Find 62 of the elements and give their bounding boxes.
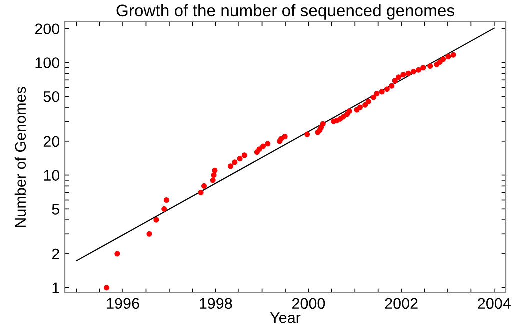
point: [104, 285, 110, 291]
y-tick-label: 50: [44, 91, 60, 102]
point: [346, 108, 352, 114]
point: [340, 114, 346, 120]
point: [265, 141, 271, 147]
point: [374, 90, 380, 97]
y-tick-label: 20: [44, 136, 60, 148]
point: [446, 54, 452, 60]
point: [260, 144, 266, 150]
point: [201, 183, 208, 189]
point: [232, 160, 238, 166]
point: [237, 156, 243, 162]
point: [228, 164, 234, 170]
y-tick-label: 100: [36, 58, 60, 68]
point: [410, 69, 416, 75]
point: [428, 63, 434, 70]
y-axis-title: Number of Genomes: [14, 87, 26, 228]
point: [162, 206, 168, 212]
x-tick-label: 1996: [107, 298, 140, 310]
point: [384, 86, 390, 92]
point: [406, 70, 412, 76]
x-tick-label: 2002: [385, 298, 418, 310]
point: [304, 132, 310, 138]
point: [282, 134, 288, 140]
x-axis-title: Year: [270, 312, 301, 324]
point: [400, 72, 406, 78]
point: [256, 146, 262, 152]
point: [154, 217, 160, 223]
point: [420, 65, 426, 71]
point: [416, 67, 422, 73]
point: [320, 121, 326, 127]
y-tick-label: 5: [52, 204, 60, 215]
point: [278, 136, 284, 142]
point: [434, 62, 440, 68]
point: [392, 78, 398, 84]
point: [366, 98, 372, 105]
point: [210, 178, 216, 184]
point: [440, 56, 446, 62]
point: [389, 83, 395, 89]
chart-title: Growth of the number of sequenced genomes: [116, 4, 454, 20]
point: [318, 124, 324, 130]
point: [437, 59, 443, 66]
point: [379, 89, 385, 95]
point: [370, 94, 376, 100]
y-tick-label: 2: [52, 248, 60, 260]
point: [212, 168, 218, 174]
y-tick-label: 10: [44, 170, 60, 181]
point: [396, 74, 402, 80]
y-tick-label: 1: [52, 282, 60, 294]
point: [211, 172, 217, 178]
x-tick-label: 1998: [200, 298, 232, 310]
point: [362, 102, 368, 108]
point: [164, 197, 170, 204]
point: [114, 251, 120, 257]
point: [242, 152, 248, 158]
point: [357, 104, 364, 110]
point: [450, 52, 456, 58]
y-tick-label: 200: [35, 24, 60, 35]
x-tick-label: 2004: [478, 298, 511, 310]
point: [146, 231, 152, 237]
point: [198, 190, 204, 196]
x-tick-label: 2000: [292, 298, 326, 310]
